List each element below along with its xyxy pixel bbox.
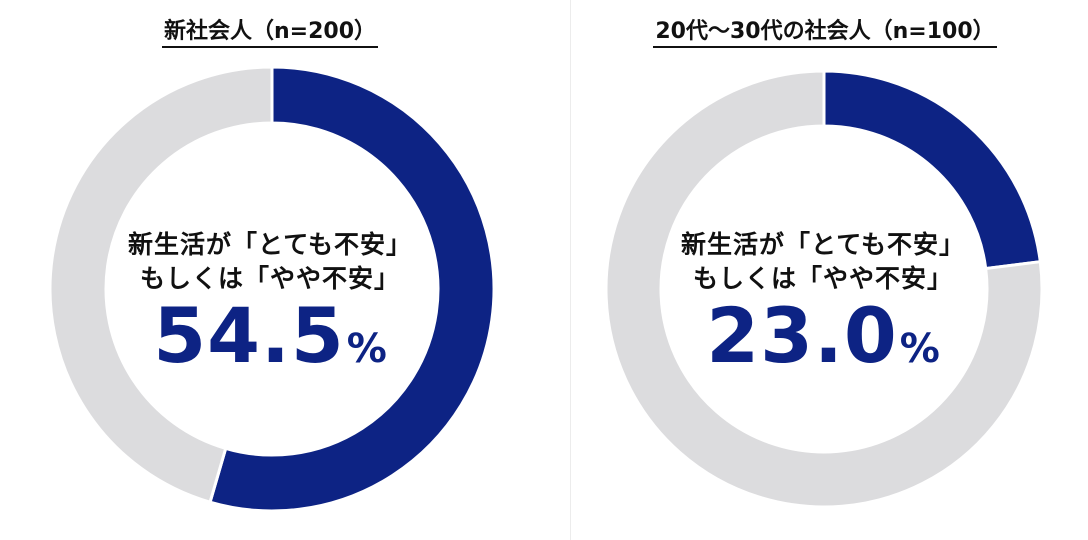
center-label-line2: もしくは「やや不安」 <box>139 264 400 293</box>
percentage-value: 23.0% <box>663 298 983 393</box>
center-label-line1: 新生活が「とても不安」 <box>680 230 965 259</box>
percentage-number: 54.5 <box>153 291 345 380</box>
donut-slice-remainder <box>48 65 274 505</box>
donut-slice-remainder <box>604 69 1044 509</box>
chart-title-text: 20代～30代の社会人（n=100） <box>653 19 997 48</box>
panel-divider <box>570 0 571 540</box>
center-label-left: 新生活が「とても不安」 もしくは「やや不安」 54.5% <box>110 228 430 393</box>
center-label-line1: 新生活が「とても不安」 <box>127 230 412 259</box>
percentage-unit: % <box>346 326 387 372</box>
percentage-unit: % <box>899 326 940 372</box>
percentage-number: 23.0 <box>706 291 898 380</box>
center-label-right: 新生活が「とても不安」 もしくは「やや不安」 23.0% <box>663 228 983 393</box>
percentage-value: 54.5% <box>110 298 430 393</box>
chart-title-right: 20代～30代の社会人（n=100） <box>590 18 1060 48</box>
donut-slice-highlight <box>208 65 496 513</box>
chart-title-left: 新社会人（n=200） <box>40 18 500 48</box>
center-label-line2: もしくは「やや不安」 <box>692 264 953 293</box>
chart-title-text: 新社会人（n=200） <box>161 19 379 48</box>
